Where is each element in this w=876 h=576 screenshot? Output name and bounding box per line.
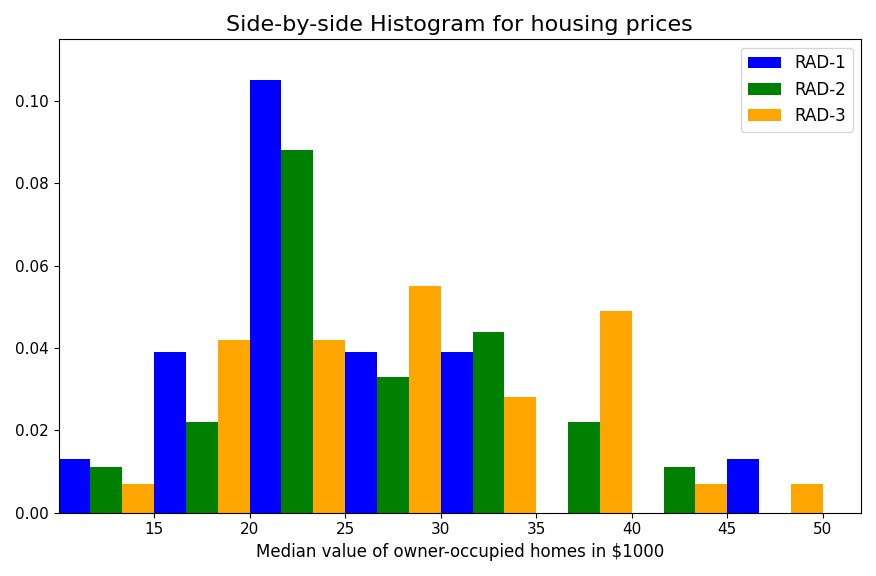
Bar (186, 422, 218, 513)
Bar (154, 352, 186, 513)
Bar (218, 340, 250, 513)
Bar (377, 377, 409, 513)
Bar (791, 484, 823, 513)
Bar (664, 468, 696, 513)
Bar (250, 81, 281, 513)
Title: Side-by-side Histogram for housing prices: Side-by-side Histogram for housing price… (226, 15, 693, 35)
Bar (90, 468, 123, 513)
Bar (441, 352, 472, 513)
Bar (345, 352, 377, 513)
Bar (568, 422, 600, 513)
X-axis label: Median value of owner-occupied homes in $1000: Median value of owner-occupied homes in … (256, 543, 664, 561)
Bar (123, 484, 154, 513)
Bar (314, 340, 345, 513)
Bar (59, 459, 90, 513)
Bar (727, 459, 759, 513)
Bar (696, 484, 727, 513)
Bar (600, 311, 632, 513)
Bar (505, 397, 536, 513)
Bar (281, 150, 314, 513)
Bar (472, 332, 505, 513)
Legend: RAD-1, RAD-2, RAD-3: RAD-1, RAD-2, RAD-3 (741, 48, 852, 132)
Bar (409, 286, 441, 513)
